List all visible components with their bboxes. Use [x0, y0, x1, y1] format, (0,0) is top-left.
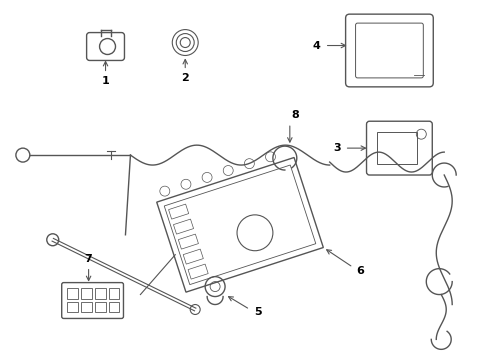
Bar — [81, 302, 92, 312]
Bar — [377, 132, 417, 164]
Text: 4: 4 — [313, 41, 320, 50]
Text: 1: 1 — [101, 76, 109, 86]
Text: 7: 7 — [85, 254, 93, 264]
Bar — [67, 302, 77, 312]
Bar — [108, 302, 120, 312]
Bar — [95, 302, 105, 312]
Text: 8: 8 — [291, 110, 299, 120]
Text: 2: 2 — [181, 73, 189, 84]
Bar — [108, 288, 120, 298]
Text: 3: 3 — [333, 143, 341, 153]
Bar — [95, 288, 105, 298]
Bar — [81, 288, 92, 298]
Bar — [67, 288, 77, 298]
Text: 5: 5 — [254, 307, 262, 318]
Text: 6: 6 — [356, 266, 364, 276]
